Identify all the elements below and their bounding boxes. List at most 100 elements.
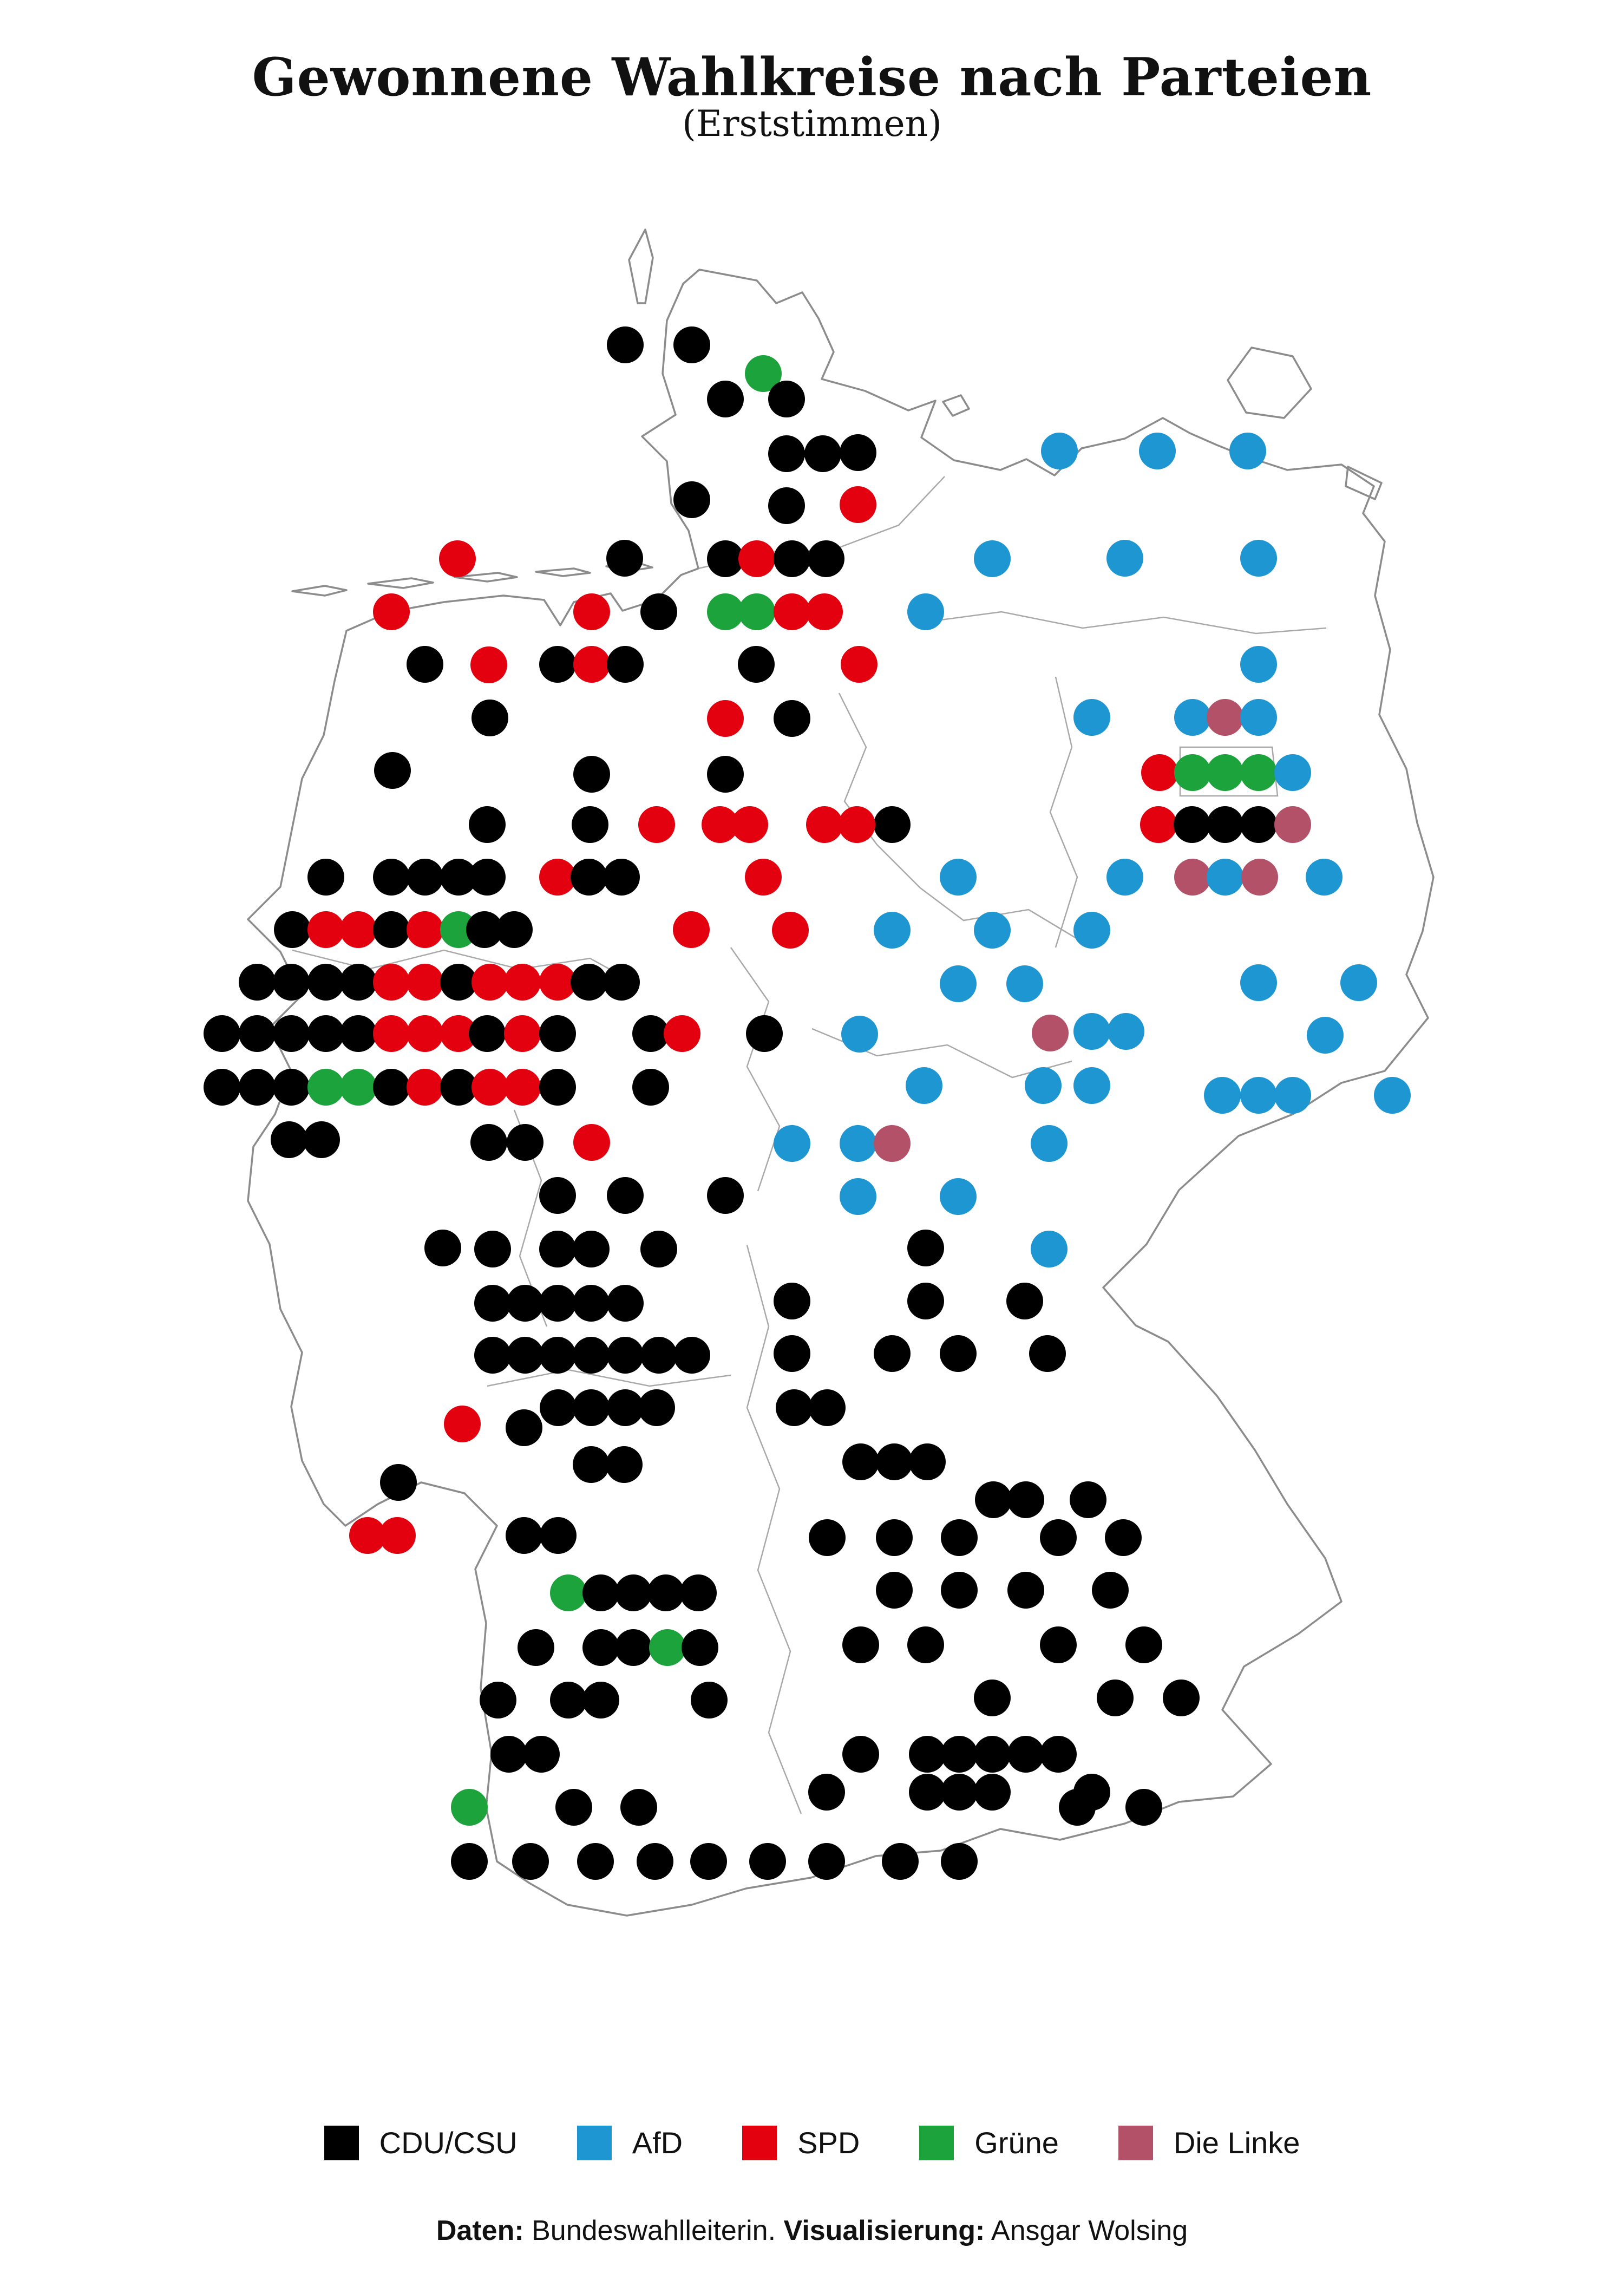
constituency-dot [518, 1629, 554, 1666]
constituency-dot [768, 487, 805, 524]
constituency-dot [539, 646, 576, 683]
legend: CDU/CSU AfD SPD Grüne Die Linke [0, 2125, 1624, 2160]
constituency-dot [637, 1843, 673, 1880]
constituency-dot [573, 1389, 610, 1426]
constituency-dot [842, 1736, 879, 1773]
constituency-dot [582, 1682, 619, 1718]
constituency-dot [577, 1843, 614, 1880]
constituency-dot [1041, 433, 1078, 469]
constituency-dot [809, 1389, 846, 1426]
constituency-dot [776, 1389, 813, 1426]
constituency-dot [1125, 1789, 1162, 1826]
constituency-dot [909, 1736, 946, 1773]
constituency-dot [1274, 806, 1311, 843]
constituency-dot [373, 964, 410, 1001]
constituency-dot [540, 1389, 577, 1426]
constituency-dot [975, 1481, 1012, 1518]
constituency-dot [273, 1069, 310, 1106]
constituency-dot [1141, 754, 1178, 791]
constituency-dot [842, 1443, 879, 1480]
constituency-dot [1073, 1013, 1110, 1050]
constituency-dot [745, 355, 782, 392]
constituency-dot [745, 859, 782, 896]
constituency-dot [808, 540, 844, 577]
visualization-label: Visualisierung: [783, 2215, 985, 2246]
constituency-dot [573, 593, 610, 630]
constituency-dot [1374, 1077, 1411, 1114]
constituency-dot [407, 964, 443, 1001]
constituency-dot [407, 1069, 443, 1106]
constituency-dot [640, 1231, 677, 1267]
constituency-dot [424, 1230, 461, 1266]
constituency-dot [909, 1443, 946, 1480]
legend-item-gruene: Grüne [919, 2125, 1059, 2160]
constituency-dot [774, 1335, 810, 1372]
constituency-dot [539, 964, 576, 1001]
constituency-dot [974, 1736, 1011, 1773]
constituency-dot [472, 964, 508, 1001]
constituency-dot [874, 1335, 911, 1372]
visualization-value: Ansgar Wolsing [985, 2215, 1188, 2246]
constituency-dot [774, 593, 810, 630]
page-subtitle: (Erststimmen) [682, 103, 942, 145]
constituency-dot [1032, 1015, 1069, 1051]
constituency-dot [772, 912, 809, 949]
constituency-dot [480, 1682, 516, 1718]
constituency-dot [440, 1015, 477, 1052]
constituency-dot [1092, 1572, 1129, 1609]
constituency-dot [806, 806, 843, 843]
constituency-dot [638, 1389, 675, 1426]
constituency-dot [204, 1069, 240, 1106]
constituency-dot [647, 1574, 684, 1611]
constituency-dot [941, 1519, 978, 1556]
constituency-dot [1240, 540, 1277, 577]
data-source-value: Bundeswahlleiterin. [523, 2215, 784, 2246]
constituency-dot [474, 1285, 511, 1322]
constituency-dot [573, 646, 610, 683]
constituency-dot [941, 1843, 978, 1880]
constituency-dot [738, 540, 775, 577]
constituency-dot [239, 1069, 276, 1106]
constituency-dot [507, 1124, 543, 1161]
constituency-dot [1073, 699, 1110, 736]
constituency-dot [1174, 859, 1211, 896]
constituency-dot [466, 911, 503, 948]
constituency-dot [1274, 1077, 1311, 1114]
constituency-dot [839, 806, 875, 843]
constituency-dot [340, 1015, 377, 1052]
data-source-label: Daten: [436, 2215, 524, 2246]
constituency-dot [1125, 1626, 1162, 1663]
constituency-dot [373, 593, 410, 630]
constituency-dot [506, 1409, 542, 1446]
constituency-dot [840, 1125, 876, 1162]
constituency-dot [1140, 806, 1177, 843]
constituency-dot [874, 1125, 911, 1162]
constituency-dot [707, 381, 744, 417]
constituency-dot [507, 1337, 543, 1374]
credits: Daten: Bundeswahlleiterin. Visualisierun… [0, 2214, 1624, 2247]
constituency-dot [768, 435, 805, 472]
constituency-dot [664, 1015, 700, 1052]
constituency-dot [1025, 1067, 1062, 1104]
legend-item-afd: AfD [577, 2125, 683, 2160]
constituency-dot [512, 1843, 549, 1880]
constituency-dot [373, 911, 410, 948]
constituency-dot [632, 1015, 669, 1052]
legend-label: Grüne [974, 2126, 1059, 2160]
constituency-dot [444, 1406, 481, 1442]
constituency-dot [380, 1464, 417, 1501]
constituency-dot [808, 1774, 845, 1811]
constituency-dot [840, 486, 876, 523]
constituency-dot [474, 1337, 511, 1374]
constituency-dot [274, 911, 311, 948]
constituency-dot [707, 700, 744, 737]
constituency-dot [940, 1178, 977, 1215]
constituency-dot [806, 593, 843, 630]
constituency-dot [407, 911, 443, 948]
constituency-dot [550, 1682, 587, 1718]
constituency-dot [1240, 646, 1277, 683]
constituency-dot [571, 964, 607, 1001]
constituency-dot [941, 1774, 978, 1811]
constituency-dot [1059, 1789, 1096, 1826]
legend-item-cdu-csu: CDU/CSU [324, 2125, 518, 2160]
